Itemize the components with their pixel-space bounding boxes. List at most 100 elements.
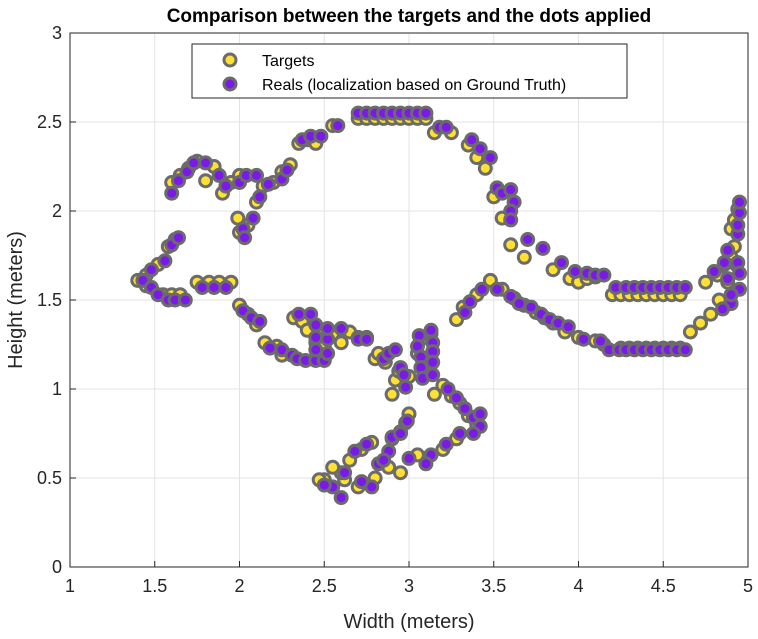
real-point — [593, 333, 608, 349]
y-tick-label: 2 — [52, 201, 62, 221]
real-point — [457, 401, 473, 417]
real-point — [732, 194, 747, 210]
real-point — [398, 379, 414, 395]
real-point — [418, 105, 434, 121]
series-reals — [135, 105, 747, 506]
real-point — [520, 232, 536, 247]
real-point — [206, 280, 222, 295]
legend-box — [191, 43, 628, 99]
real-point — [387, 342, 403, 358]
real-point — [313, 128, 329, 144]
y-tick-label: 1 — [52, 379, 62, 399]
real-point — [252, 189, 268, 205]
real-point — [449, 390, 464, 406]
real-point — [423, 322, 439, 338]
target-point — [333, 335, 349, 351]
real-point — [337, 465, 353, 481]
real-point — [333, 321, 349, 336]
real-point — [279, 162, 295, 178]
target-point — [703, 306, 719, 322]
x-tick-label: 3 — [404, 576, 414, 596]
legend-label-reals: Reals (localization based on Ground Trut… — [262, 77, 566, 94]
plot-frame — [69, 32, 749, 568]
real-point — [245, 210, 261, 226]
real-point — [316, 477, 332, 493]
real-point — [732, 265, 747, 281]
real-point — [252, 313, 268, 329]
target-point — [393, 465, 408, 481]
real-point — [677, 280, 693, 295]
real-point — [198, 155, 214, 171]
x-tick-label: 3.5 — [481, 576, 506, 596]
y-tick-label: 3 — [52, 23, 62, 43]
real-point — [452, 426, 468, 441]
x-tick-label: 2 — [234, 576, 244, 596]
real-point — [171, 230, 186, 246]
real-point — [376, 452, 392, 468]
target-point — [325, 459, 341, 475]
real-point — [218, 178, 234, 194]
target-point — [682, 324, 698, 340]
real-point — [474, 281, 490, 297]
y-tick-label: 1.5 — [37, 290, 62, 310]
real-point — [320, 345, 336, 361]
real-point — [440, 381, 456, 397]
real-point — [425, 354, 441, 370]
data-points — [130, 105, 747, 506]
real-point — [308, 329, 324, 345]
legend-label-targets: Targets — [262, 53, 314, 70]
real-point — [677, 342, 693, 358]
real-point — [523, 299, 539, 315]
real-point — [320, 321, 336, 336]
x-tick-label: 4.5 — [651, 576, 676, 596]
real-point — [396, 367, 412, 383]
chart-title: Comparison between the targets and the d… — [167, 6, 652, 27]
x-tick-label: 4 — [573, 576, 583, 596]
target-point — [426, 386, 442, 402]
real-point — [401, 450, 417, 466]
real-point — [333, 490, 349, 506]
real-point — [308, 317, 324, 333]
real-point — [560, 319, 576, 335]
real-point — [171, 173, 186, 189]
real-point — [464, 132, 480, 148]
real-point — [249, 167, 264, 183]
x-tick-label: 2.5 — [312, 576, 337, 596]
real-point — [157, 253, 173, 269]
real-point — [489, 281, 505, 297]
x-tick-label: 5 — [743, 576, 753, 596]
real-point — [164, 185, 180, 201]
real-point — [393, 426, 408, 441]
real-point — [715, 301, 731, 317]
legend: Targets Reals (localization based on Gro… — [191, 43, 628, 99]
x-tick-label: 1.5 — [142, 576, 167, 596]
target-point — [516, 249, 532, 265]
real-point — [143, 262, 159, 278]
real-point — [576, 331, 592, 347]
real-point — [596, 267, 612, 283]
real-point — [399, 413, 415, 429]
real-point — [730, 217, 746, 233]
real-point — [720, 271, 736, 287]
target-point — [503, 237, 519, 253]
real-point — [186, 155, 202, 171]
real-point — [354, 474, 369, 490]
real-point — [194, 280, 210, 295]
real-point — [438, 119, 454, 135]
real-point — [511, 296, 527, 312]
real-point — [716, 255, 732, 271]
real-point — [567, 264, 583, 279]
target-point — [693, 315, 708, 331]
real-point — [308, 342, 324, 358]
real-point — [554, 255, 569, 271]
real-point — [347, 443, 363, 459]
y-tick-label: 2.5 — [37, 112, 62, 132]
real-point — [260, 176, 276, 192]
y-tick-label: 0.5 — [37, 468, 62, 488]
legend-marker-reals — [222, 76, 238, 92]
real-point — [359, 331, 375, 347]
real-point — [330, 118, 346, 134]
real-point — [262, 340, 278, 356]
real-point — [482, 150, 498, 166]
